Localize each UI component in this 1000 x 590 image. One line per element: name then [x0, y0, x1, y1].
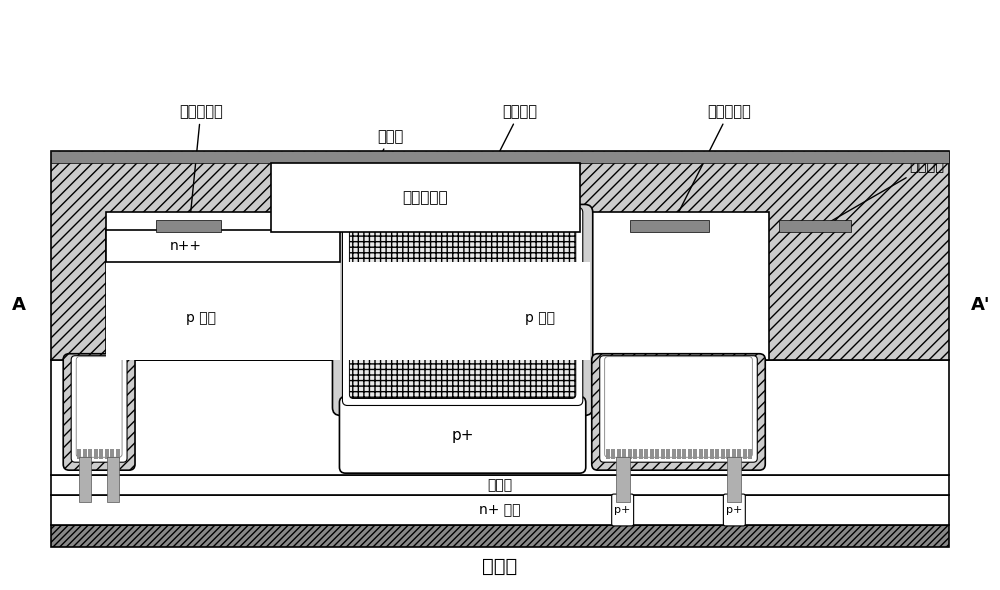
Bar	[732, 449, 736, 459]
Bar	[650, 449, 654, 459]
FancyBboxPatch shape	[332, 204, 593, 415]
FancyBboxPatch shape	[63, 354, 135, 470]
Bar	[630, 220, 709, 232]
Text: 栅介质层: 栅介质层	[564, 338, 627, 408]
Text: p+: p+	[726, 505, 743, 515]
Bar	[688, 449, 692, 459]
Bar	[726, 449, 730, 459]
Bar	[105, 449, 109, 459]
Bar	[682, 449, 686, 459]
Bar	[666, 449, 670, 459]
Bar	[710, 449, 714, 459]
Bar	[51, 525, 949, 547]
Text: A': A'	[971, 296, 990, 314]
Text: 漏电极: 漏电极	[482, 557, 518, 576]
Text: p 基区: p 基区	[186, 311, 216, 325]
Bar	[83, 449, 87, 459]
Bar	[743, 449, 747, 459]
Bar	[106, 230, 340, 262]
Bar	[156, 220, 221, 232]
Bar	[77, 449, 81, 459]
Text: 肖特基接触: 肖特基接触	[671, 104, 751, 227]
Text: 隔离钝化层: 隔离钝化层	[402, 190, 448, 205]
Bar	[721, 449, 725, 459]
Bar	[606, 449, 610, 459]
FancyBboxPatch shape	[600, 356, 757, 462]
Bar	[779, 220, 851, 232]
Bar	[693, 449, 697, 459]
Bar	[617, 449, 621, 459]
Text: n+ 衬底: n+ 衬底	[479, 503, 521, 517]
Bar	[628, 449, 632, 459]
Text: 源电极: 源电极	[362, 129, 403, 192]
Text: 源欧姆接触: 源欧姆接触	[179, 104, 223, 226]
Bar	[699, 449, 703, 459]
Bar	[639, 449, 643, 459]
Text: 欧姆接触: 欧姆接触	[819, 159, 944, 228]
FancyBboxPatch shape	[349, 208, 576, 398]
Text: p+: p+	[614, 505, 631, 515]
Bar	[99, 449, 103, 459]
FancyBboxPatch shape	[76, 357, 122, 457]
Bar	[51, 150, 949, 163]
Bar	[271, 163, 580, 232]
Text: n++: n++	[170, 239, 202, 253]
Bar	[748, 449, 752, 459]
Bar	[655, 449, 659, 459]
FancyBboxPatch shape	[592, 354, 765, 470]
Bar	[107, 457, 119, 502]
Bar	[727, 457, 741, 502]
Bar	[106, 262, 340, 360]
Text: 缓冲层: 缓冲层	[487, 478, 513, 492]
Text: A: A	[12, 296, 26, 314]
FancyBboxPatch shape	[342, 208, 583, 405]
Bar	[51, 495, 949, 525]
Bar	[644, 449, 648, 459]
Bar	[672, 449, 676, 459]
Bar	[661, 449, 665, 459]
FancyBboxPatch shape	[339, 396, 586, 473]
Bar	[633, 449, 637, 459]
Bar	[106, 212, 365, 360]
Bar	[677, 449, 681, 459]
Text: p+: p+	[451, 428, 474, 443]
Bar	[88, 449, 92, 459]
Text: 多晶硅栅: 多晶硅栅	[464, 104, 537, 221]
Bar	[51, 150, 949, 360]
FancyBboxPatch shape	[612, 494, 634, 526]
Bar	[51, 360, 949, 475]
Bar	[704, 449, 708, 459]
Bar	[715, 449, 719, 459]
Text: n- 漂移层: n- 漂移层	[476, 410, 524, 425]
Bar	[348, 262, 590, 360]
Bar	[616, 457, 630, 502]
Bar	[79, 457, 91, 502]
Bar	[116, 449, 120, 459]
Text: p 基区: p 基区	[525, 311, 555, 325]
FancyBboxPatch shape	[605, 357, 752, 457]
Bar	[110, 449, 114, 459]
Bar	[737, 449, 741, 459]
Bar	[51, 475, 949, 495]
Bar	[611, 449, 615, 459]
Bar	[622, 449, 626, 459]
FancyBboxPatch shape	[71, 356, 127, 462]
Bar	[94, 449, 98, 459]
Bar	[590, 212, 769, 360]
FancyBboxPatch shape	[723, 494, 745, 526]
